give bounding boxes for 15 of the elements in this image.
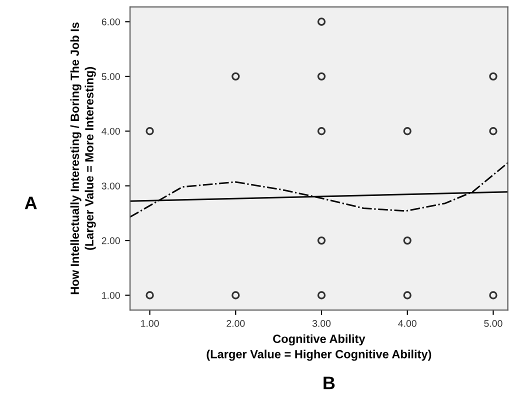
y-tick-label: 2.00: [102, 237, 120, 244]
text: B: [324, 376, 335, 390]
y-tick-label: 6.00: [102, 18, 120, 26]
text: A: [24, 196, 37, 210]
y-tick-label: 3.00: [102, 182, 120, 190]
y-tick-label: 5.00: [102, 73, 120, 80]
x-tick-label: 3.00: [312, 320, 331, 327]
y-tick-label: 1.00: [102, 292, 120, 299]
x-tick-label: 5.00: [484, 320, 502, 327]
x-axis-title: Cognitive Ability (Larger Value = Higher Cognitive Ability): [206, 334, 432, 361]
x-tick-label: 4.00: [398, 320, 416, 327]
x-tick-label: 1.00: [141, 320, 159, 327]
y-tick-label: 4.00: [102, 128, 120, 135]
x-tick-label: 2.00: [226, 320, 245, 327]
y-axis-title: How Intellectually Interesting / Boring The Job Is (Larger Value = More Interesting): [70, 22, 96, 294]
